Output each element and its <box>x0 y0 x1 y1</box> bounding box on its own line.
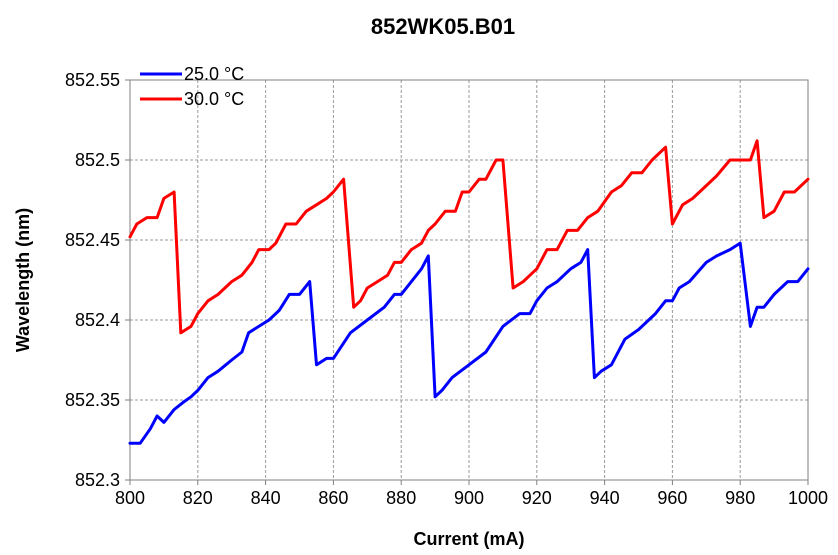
series-line-30c <box>128 139 810 335</box>
x-tick-label: 800 <box>115 488 145 508</box>
axis-ticks: 800 820 840 860 880 900 920 940 960 980 1000 852.3 8… <box>65 70 828 508</box>
legend-label-25c: 25.0 °C <box>184 64 244 84</box>
series-lines <box>128 139 810 445</box>
y-tick-label: 852.5 <box>75 150 120 170</box>
x-tick-label: 940 <box>590 488 620 508</box>
y-tick-label: 852.3 <box>75 470 120 490</box>
legend-label-30c: 30.0 °C <box>184 89 244 109</box>
x-tick-label: 820 <box>183 488 213 508</box>
y-tick-label: 852.55 <box>65 70 120 90</box>
chart-title: 852WK05.B01 <box>371 14 515 39</box>
x-tick-label: 840 <box>251 488 281 508</box>
x-tick-label: 960 <box>657 488 687 508</box>
y-tick-label: 852.45 <box>65 230 120 250</box>
x-tick-label: 900 <box>454 488 484 508</box>
grid <box>130 80 808 480</box>
x-tick-label: 860 <box>318 488 348 508</box>
legend: 25.0 °C 30.0 °C <box>140 64 244 109</box>
y-tick-label: 852.4 <box>75 310 120 330</box>
x-tick-label: 1000 <box>788 488 828 508</box>
y-tick-label: 852.35 <box>65 390 120 410</box>
x-tick-label: 880 <box>386 488 416 508</box>
y-axis-title: Wavelength (nm) <box>13 208 33 352</box>
series-line-25c <box>128 241 810 445</box>
x-tick-label: 920 <box>522 488 552 508</box>
x-axis-title: Current (mA) <box>414 529 525 549</box>
x-tick-label: 980 <box>725 488 755 508</box>
